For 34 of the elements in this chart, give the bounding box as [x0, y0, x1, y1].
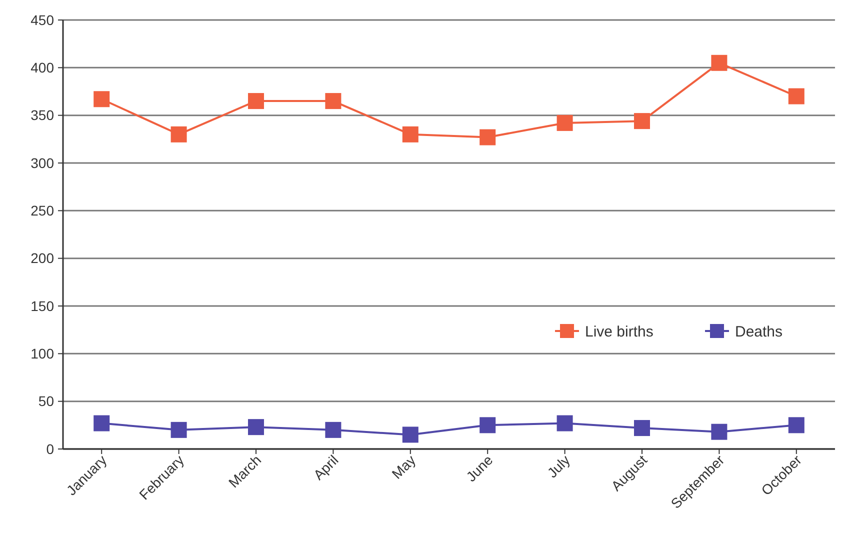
point: [556, 415, 573, 432]
y-tick-label: 0: [46, 440, 54, 457]
point: [480, 129, 496, 146]
y-tick-label: 200: [30, 250, 54, 266]
point: [170, 422, 187, 438]
x-tick-label: July: [544, 452, 573, 481]
point: [711, 424, 728, 440]
point: [634, 420, 650, 436]
point: [170, 126, 187, 142]
point: [325, 422, 342, 438]
y-tick-label: 50: [38, 393, 54, 410]
point: [556, 114, 573, 131]
y-tick-label: 450: [30, 12, 54, 28]
legend-label: Live births: [585, 323, 654, 340]
y-tick-label: 100: [30, 346, 54, 362]
x-tick-label: May: [388, 452, 419, 482]
point: [248, 93, 264, 110]
y-tick-label: 350: [30, 107, 54, 124]
point: [94, 91, 110, 108]
point: [711, 54, 728, 71]
y-tick-label: 150: [30, 298, 54, 314]
point: [634, 113, 650, 130]
point: [402, 426, 418, 443]
point: [788, 417, 804, 434]
point: [788, 88, 804, 104]
legend-label: Deaths: [735, 323, 783, 340]
y-tick-label: 300: [30, 154, 54, 171]
point: [325, 93, 342, 110]
point: [402, 126, 418, 142]
y-tick-label: 250: [30, 202, 54, 219]
y-tick-label: 400: [30, 60, 54, 76]
point: [94, 415, 110, 432]
point: [248, 419, 264, 436]
point: [480, 417, 496, 434]
